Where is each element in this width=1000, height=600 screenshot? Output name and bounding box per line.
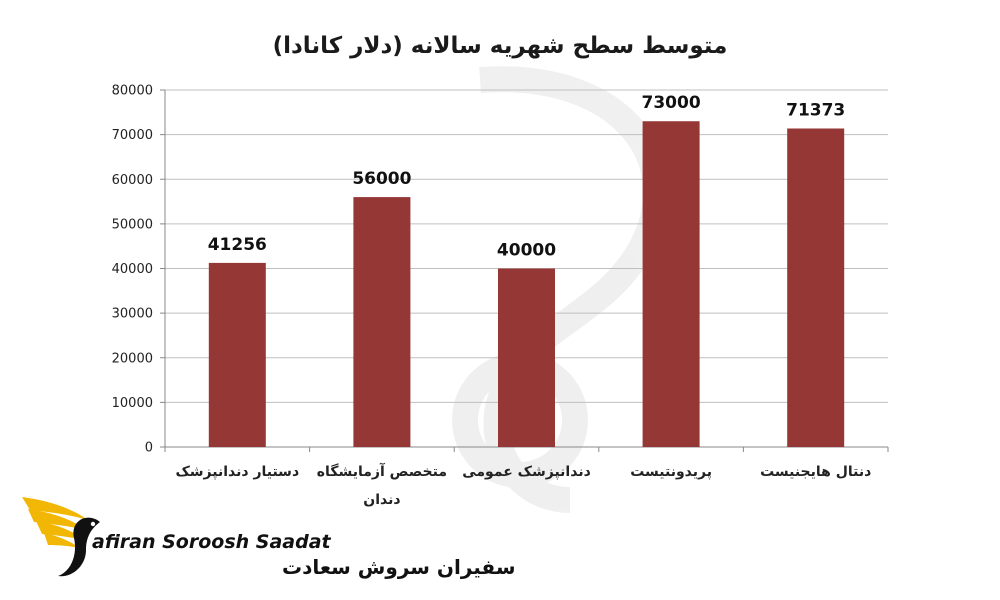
y-tick-label: 60000 — [112, 173, 153, 188]
data-labels: 41256 56000 40000 73000 71373 — [208, 93, 846, 260]
category-labels: دستیار دندانپزشک متخصص آزمایشگاه دندان دندا… — [175, 462, 871, 508]
bar — [498, 268, 555, 447]
y-tick-label: 0 — [145, 441, 153, 456]
data-label: 56000 — [352, 169, 411, 189]
data-label: 73000 — [642, 93, 701, 113]
data-label: 41256 — [208, 235, 267, 255]
y-tick-label: 70000 — [112, 128, 153, 143]
category-label: دندانپزشک عمومی — [462, 464, 591, 480]
category-label: متخصص آزمایشگاه — [317, 462, 447, 480]
category-label: دنتال هایجنیست — [760, 464, 871, 480]
y-tick-label: 20000 — [112, 351, 153, 366]
y-tick-label: 10000 — [112, 396, 153, 411]
bars — [208, 121, 845, 448]
category-label: دندان — [363, 492, 400, 508]
logo-latin-text: afiran Soroosh Saadat — [92, 531, 332, 553]
logo-persian-text: سفیران سروش سعادت — [282, 555, 516, 579]
watermark — [452, 66, 670, 513]
wing-icon — [22, 497, 100, 577]
bar — [353, 197, 411, 447]
bar — [208, 262, 266, 447]
y-tick-labels: 0 10000 20000 30000 40000 50000 60000 70000 8000… — [112, 84, 153, 456]
bar — [642, 121, 700, 448]
data-label: 71373 — [786, 100, 845, 120]
chart-title: متوسط سطح شهریه سالانه (دلار کانادا) — [273, 33, 728, 59]
y-tick-label: 40000 — [112, 262, 153, 277]
brand-logo: afiran Soroosh Saadat سفیران سروش سعادت — [22, 497, 516, 579]
category-label: دستیار دندانپزشک — [175, 464, 299, 480]
category-label: پریدونتیست — [630, 464, 712, 480]
bar — [787, 128, 845, 447]
y-tick-label: 50000 — [112, 217, 153, 232]
data-label: 40000 — [497, 241, 556, 261]
y-tick-label: 30000 — [112, 307, 153, 322]
y-tick-label: 80000 — [112, 84, 153, 99]
